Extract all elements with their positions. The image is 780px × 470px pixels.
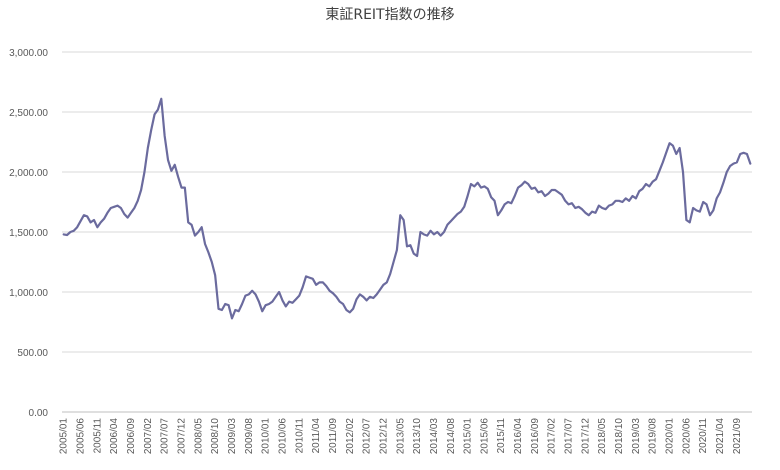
x-tick-label: 2017/12 xyxy=(580,418,591,455)
x-tick-label: 2016/04 xyxy=(513,418,524,455)
x-tick-label: 2017/07 xyxy=(564,418,575,455)
x-tick-label: 2013/10 xyxy=(412,418,423,455)
x-tick-label: 2015/06 xyxy=(479,418,490,455)
x-tick-label: 2007/02 xyxy=(143,418,154,455)
x-tick-label: 2019/08 xyxy=(648,418,659,455)
y-tick-label: 500.00 xyxy=(17,348,48,359)
x-tick-label: 2009/08 xyxy=(244,418,255,455)
x-tick-label: 2010/01 xyxy=(261,418,272,455)
x-tick-label: 2018/05 xyxy=(597,418,608,455)
x-tick-label: 2008/05 xyxy=(193,418,204,455)
x-tick-label: 2021/04 xyxy=(715,418,726,455)
x-tick-label: 2020/11 xyxy=(698,418,709,454)
x-tick-label: 2011/04 xyxy=(311,418,322,454)
series-line xyxy=(62,97,752,320)
x-tick-label: 2012/07 xyxy=(362,418,373,455)
x-tick-label: 2007/12 xyxy=(176,418,187,455)
x-tick-label: 2005/06 xyxy=(76,418,87,455)
y-tick-label: 2,000.00 xyxy=(9,168,48,179)
gridlines xyxy=(62,51,752,353)
x-tick-label: 2019/03 xyxy=(631,418,642,455)
x-tick-label: 2014/03 xyxy=(429,418,440,455)
x-tick-label: 2007/07 xyxy=(160,418,171,455)
x-tick-label: 2010/06 xyxy=(277,418,288,455)
x-tick-label: 2006/04 xyxy=(109,418,120,455)
y-tick-label: 2,500.00 xyxy=(9,108,48,119)
x-tick-label: 2016/09 xyxy=(530,418,541,455)
x-tick-label: 2021/09 xyxy=(732,418,743,455)
y-axis-tick-labels: 0.00 500.00 1,000.00 1,500.00 2,000.00 2,500.… xyxy=(9,48,48,419)
y-tick-label: 0.00 xyxy=(29,408,49,419)
x-tick-label: 2018/10 xyxy=(614,418,625,455)
y-tick-label: 1,500.00 xyxy=(9,228,48,239)
x-axis-tick-labels: 2005/01 2005/06 2005/11 2006/04 2006/09 2007/… xyxy=(59,418,743,455)
x-tick-label: 2006/09 xyxy=(126,418,137,455)
x-tick-label: 2012/02 xyxy=(345,418,356,455)
x-tick-label: 2015/01 xyxy=(463,418,474,455)
x-tick-label: 2017/02 xyxy=(547,418,558,455)
x-tick-label: 2014/08 xyxy=(446,418,457,455)
y-tick-label: 1,000.00 xyxy=(9,288,48,299)
x-tick-label: 2008/10 xyxy=(210,418,221,455)
x-tick-label: 2010/11 xyxy=(294,418,305,454)
x-tick-label: 2020/01 xyxy=(665,418,676,455)
x-tick-label: 2009/03 xyxy=(227,418,238,455)
x-tick-label: 2005/01 xyxy=(59,418,70,455)
x-tick-label: 2012/12 xyxy=(378,418,389,455)
x-tick-label: 2013/05 xyxy=(395,418,406,455)
chart-title: 東証REIT指数の推移 xyxy=(325,7,454,23)
x-tick-label: 2015/11 xyxy=(496,418,507,454)
x-tick-label: 2005/11 xyxy=(92,418,103,454)
x-tick-label: 2020/06 xyxy=(681,418,692,455)
x-tick-label: 2011/09 xyxy=(328,418,339,454)
y-tick-label: 3,000.00 xyxy=(9,48,48,59)
